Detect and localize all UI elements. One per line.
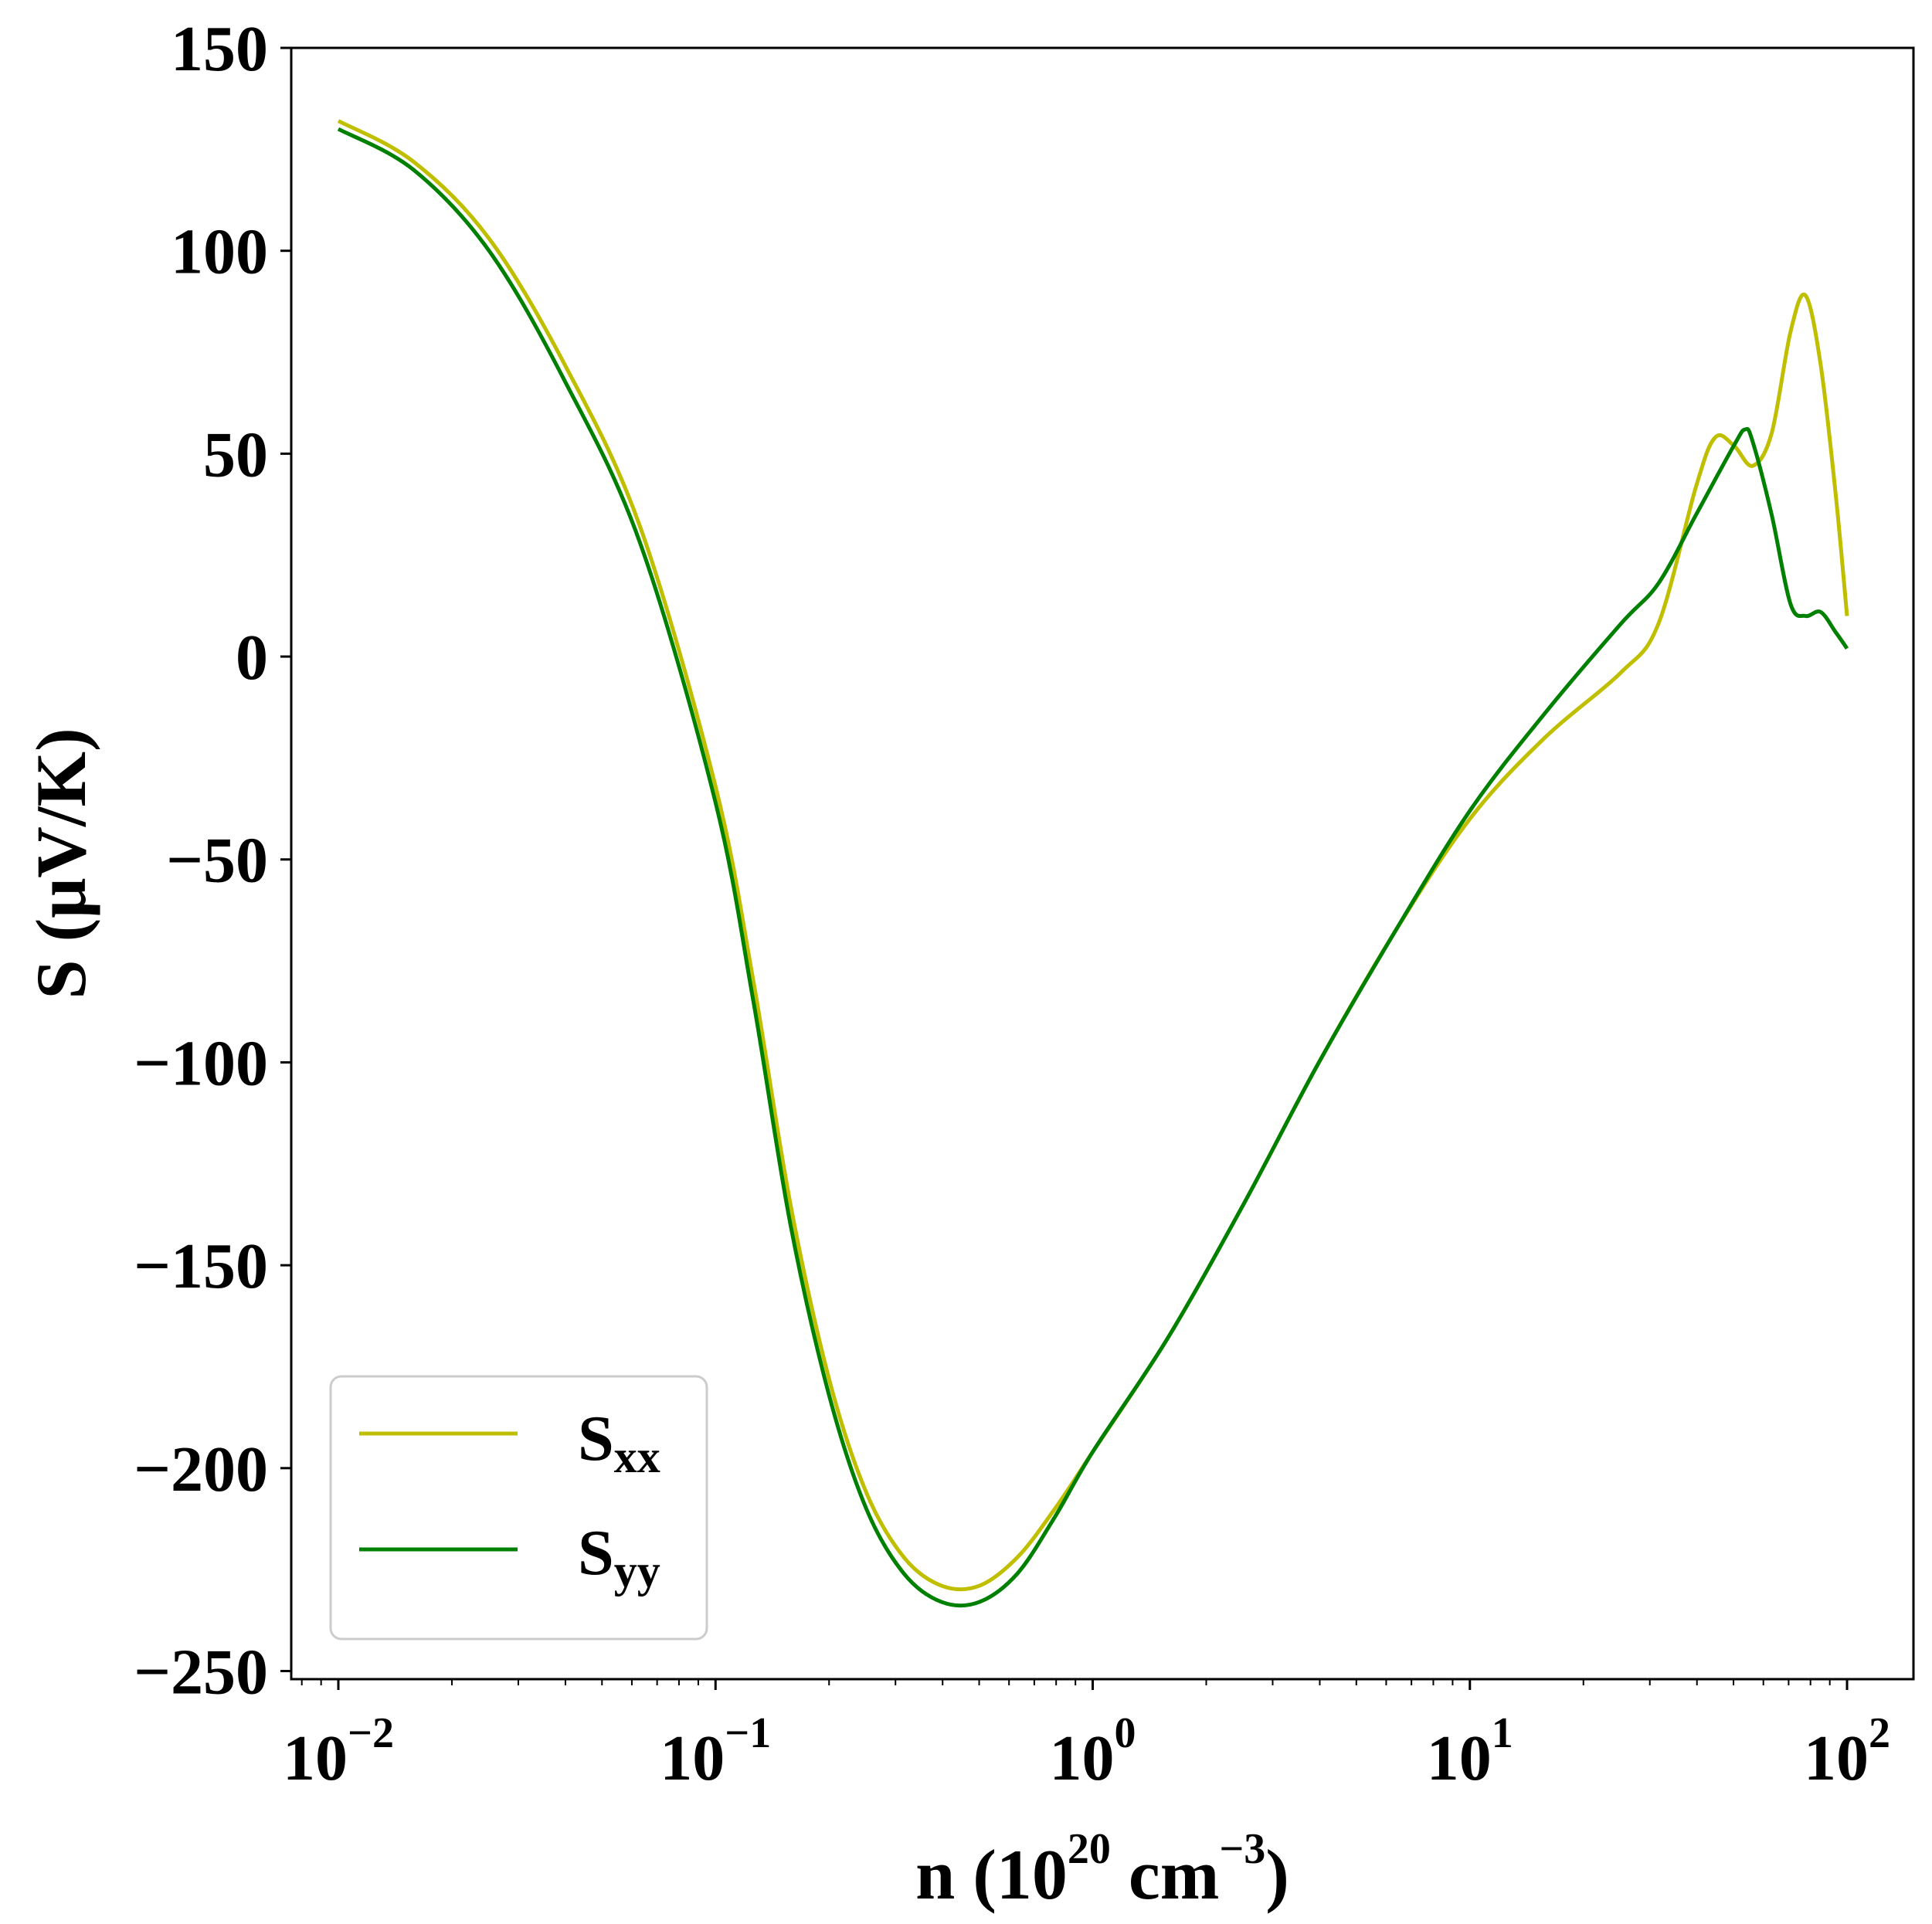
x-axis: 10−2 10−1 100 101 102 xyxy=(283,1679,1890,1794)
x-tick-label: 102 xyxy=(1804,1709,1890,1794)
y-tick-label: 100 xyxy=(171,216,268,288)
y-axis-label: S (μV/K) xyxy=(22,728,100,999)
y-tick-label: 50 xyxy=(203,419,268,490)
y-tick-label: −200 xyxy=(134,1434,268,1505)
x-tick-label: 10−1 xyxy=(660,1709,771,1794)
legend-label-syy: Syy xyxy=(578,1517,660,1597)
legend-label-sxx: Sxx xyxy=(578,1403,660,1482)
series-line-sxx xyxy=(337,119,1849,1592)
x-tick-label: 10−2 xyxy=(283,1709,394,1794)
y-tick-label: −250 xyxy=(134,1636,268,1708)
legend-box xyxy=(329,1375,708,1641)
series-line-syy xyxy=(337,127,1849,1608)
x-axis-label: n (1020 cm−3) xyxy=(915,1825,1289,1914)
legend: Sxx Syy xyxy=(329,1375,708,1641)
y-tick-label: −50 xyxy=(166,825,268,897)
y-tick-label: −100 xyxy=(134,1027,268,1099)
plot-frame xyxy=(290,46,1915,1681)
y-axis: 150 100 50 0 −50 −100 −150 −200 −250 xyxy=(134,13,291,1708)
x-tick-label: 100 xyxy=(1050,1709,1136,1794)
data-series xyxy=(337,119,1849,1608)
y-tick-label: 0 xyxy=(236,622,268,694)
y-tick-label: 150 xyxy=(171,13,268,85)
y-tick-label: −150 xyxy=(134,1230,268,1302)
x-tick-label: 101 xyxy=(1427,1709,1513,1794)
